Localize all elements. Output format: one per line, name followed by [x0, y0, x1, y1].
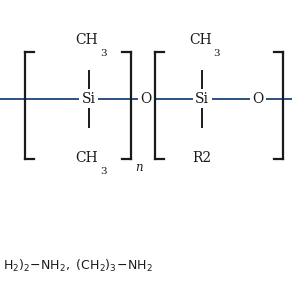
Text: CH: CH — [189, 33, 212, 47]
Text: Si: Si — [81, 92, 96, 106]
Text: Si: Si — [195, 92, 209, 106]
Text: 3: 3 — [100, 168, 106, 176]
Text: O: O — [140, 92, 152, 106]
Text: 3: 3 — [100, 50, 106, 58]
Text: R2: R2 — [193, 151, 212, 165]
Text: n: n — [135, 161, 142, 174]
Text: CH: CH — [76, 151, 98, 165]
Text: $\mathrm{H_2)_2\!-\!NH_2,\ (CH_2)_3\!-\!NH_2}$: $\mathrm{H_2)_2\!-\!NH_2,\ (CH_2)_3\!-\!… — [3, 258, 153, 273]
Text: 3: 3 — [214, 50, 220, 58]
Text: O: O — [253, 92, 264, 106]
Text: CH: CH — [76, 33, 98, 47]
